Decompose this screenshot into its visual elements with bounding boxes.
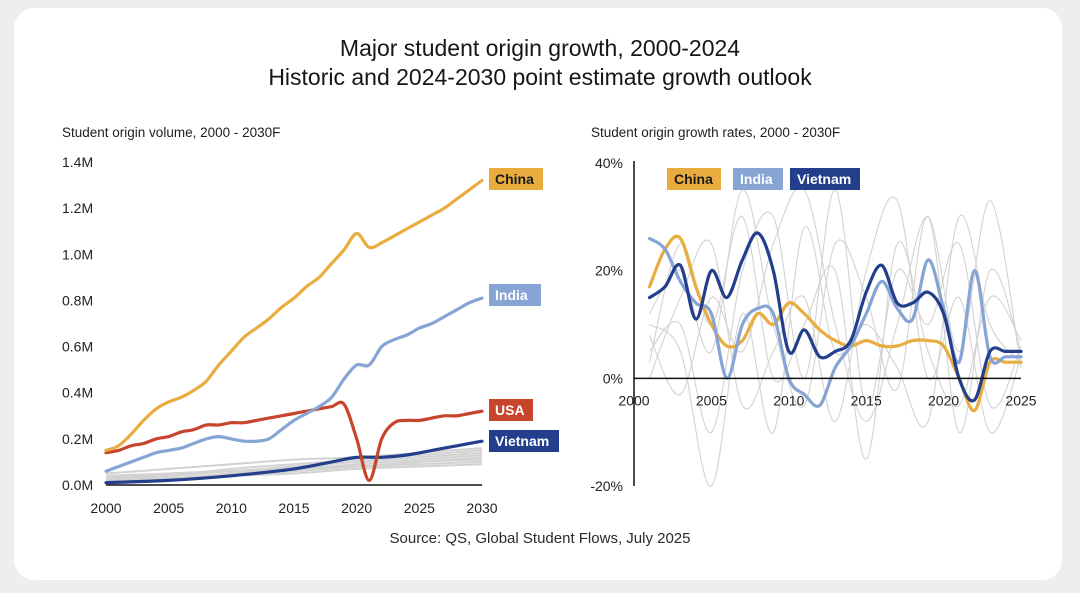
x-tick-label-2005: 2005	[696, 392, 727, 408]
title-line-1: Major student origin growth, 2000-2024	[339, 35, 741, 61]
legend-box-vietnam	[790, 168, 860, 190]
line-other-7	[105, 463, 483, 482]
x-tick-label-2010: 2010	[216, 500, 247, 516]
end-label-china: China	[489, 168, 543, 190]
end-label-box-china	[489, 168, 543, 190]
legend-text-china: China	[674, 171, 713, 187]
end-label-india: India	[489, 284, 541, 306]
y-tick-label-6: 1.2M	[62, 200, 93, 216]
legend-item-vietnam: Vietnam	[790, 168, 860, 190]
x-tick-label-2020: 2020	[928, 392, 959, 408]
line-china	[104, 178, 484, 452]
y-tick-label-0: 0.0M	[62, 477, 93, 493]
line-other-3	[649, 186, 1022, 422]
y-tick-label-2: 20%	[595, 263, 623, 279]
end-label-box-vietnam	[489, 430, 559, 452]
x-tick-label-2015: 2015	[851, 392, 882, 408]
legend-box-china	[667, 168, 721, 190]
chart-title: Major student origin growth, 2000-2024 H…	[0, 34, 1080, 92]
x-tick-label-2025: 2025	[404, 500, 435, 516]
source-note: Source: QS, Global Student Flows, July 2…	[389, 530, 691, 547]
x-tick-label-2030: 2030	[466, 500, 497, 516]
y-tick-label-3: 40%	[595, 155, 623, 171]
end-label-text-usa: USA	[495, 402, 525, 418]
x-tick-label-2010: 2010	[773, 392, 804, 408]
y-tick-label-0: -20%	[590, 478, 623, 494]
y-tick-label-3: 0.6M	[62, 339, 93, 355]
x-tick-label-2025: 2025	[1005, 392, 1036, 408]
x-tick-label-2000: 2000	[90, 500, 121, 516]
line-india	[104, 296, 484, 473]
line-other-5	[649, 214, 1022, 487]
y-tick-label-7: 1.4M	[62, 154, 93, 170]
left-chart-subtitle: Student origin volume, 2000 - 2030F	[62, 125, 281, 140]
y-tick-label-4: 0.8M	[62, 292, 93, 308]
line-other-4	[648, 196, 1022, 434]
x-tick-label-2020: 2020	[341, 500, 372, 516]
legend-text-vietnam: Vietnam	[797, 171, 851, 187]
x-tick-label-2005: 2005	[153, 500, 184, 516]
right-chart-subtitle: Student origin growth rates, 2000 - 2030…	[591, 125, 841, 140]
end-label-vietnam: Vietnam	[489, 430, 559, 452]
end-label-text-china: China	[495, 171, 534, 187]
x-tick-label-2015: 2015	[278, 500, 309, 516]
legend-box-india	[733, 168, 783, 190]
legend: China India Vietnam	[667, 168, 860, 190]
line-vietnam	[104, 439, 484, 485]
legend-item-china: China	[667, 168, 721, 190]
line-other-1	[649, 189, 1022, 433]
end-label-box-india	[489, 284, 541, 306]
y-tick-label-1: 0%	[603, 370, 623, 386]
y-tick-label-5: 1.0M	[62, 246, 93, 262]
line-usa	[104, 400, 484, 483]
x-tick-label-2000: 2000	[618, 392, 649, 408]
line-india	[647, 236, 1023, 408]
end-label-usa: USA	[489, 399, 533, 421]
y-tick-label-1: 0.2M	[62, 431, 93, 447]
end-label-box-usa	[489, 399, 533, 421]
legend-item-india: India	[733, 168, 783, 190]
end-label-text-india: India	[495, 287, 528, 303]
title-line-2: Historic and 2024-2030 point estimate gr…	[268, 64, 812, 90]
end-label-text-vietnam: Vietnam	[495, 433, 549, 449]
legend-text-india: India	[740, 171, 773, 187]
y-tick-label-2: 0.4M	[62, 385, 93, 401]
